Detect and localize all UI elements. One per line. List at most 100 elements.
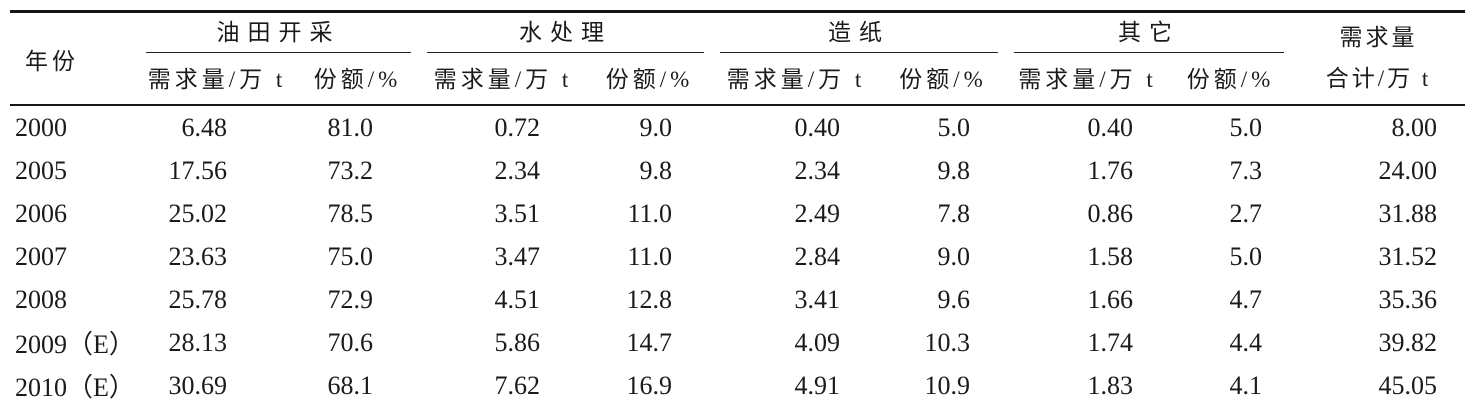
value-cell: 75.0: [327, 241, 374, 271]
value-cell: 0.72: [419, 104, 587, 149]
value-cell: 7.62: [494, 370, 541, 400]
value-cell: 2.7: [1229, 198, 1263, 228]
year-cell: 2006: [15, 198, 67, 228]
value-cell: 0.40: [712, 104, 880, 149]
value-cell: 5.0: [1229, 241, 1263, 271]
group-label-water-treatment: 水处理: [427, 13, 704, 53]
value-cell: 12.8: [626, 284, 673, 314]
value-cell: 9.8: [937, 155, 971, 185]
value-cell: 4.1: [1229, 370, 1263, 400]
year-cell: 2008: [15, 284, 67, 314]
value-cell: 11.0: [627, 241, 672, 271]
value-cell: 9.0: [937, 241, 971, 271]
table-row: 2000 6.48 81.0 0.72 9.0 0.40 5.0 0.40 5.…: [10, 104, 1465, 149]
value-cell: 39.82: [1378, 327, 1438, 357]
value-cell: 31.88: [1378, 198, 1438, 228]
value-cell: 78.5: [327, 198, 374, 228]
table-header: 年份 油田开采 水处理 造纸 其它 需求量 合计/万 t: [10, 12, 1465, 106]
value-cell: 72.9: [327, 284, 374, 314]
year-cell: 2010（E）: [15, 373, 135, 402]
value-cell: 0.86: [1087, 198, 1134, 228]
subheader-share-oilfield: 份额/%: [313, 67, 402, 92]
group-label-papermaking: 造纸: [720, 13, 998, 53]
value-cell: 35.36: [1378, 284, 1438, 314]
value-cell: 68.1: [327, 370, 374, 400]
total-header-line2: 合计/万 t: [1325, 65, 1432, 91]
value-cell: 23.63: [168, 241, 228, 271]
value-cell: 1.58: [1087, 241, 1134, 271]
value-cell: 30.69: [168, 370, 228, 400]
value-cell: 17.56: [168, 155, 228, 185]
value-cell: 5.0: [880, 104, 1006, 149]
year-column-header: 年份: [25, 48, 79, 74]
value-cell: 1.74: [1087, 327, 1134, 357]
value-cell: 9.8: [639, 155, 673, 185]
subheader-share-papermaking: 份额/%: [899, 67, 987, 92]
value-cell: 2.34: [794, 155, 841, 185]
group-header-row: 年份 油田开采 水处理 造纸 其它 需求量 合计/万 t: [10, 12, 1465, 91]
value-cell: 14.7: [626, 327, 673, 357]
year-cell: 2007: [15, 241, 67, 271]
value-cell: 0.40: [1006, 104, 1169, 149]
value-cell: 31.52: [1378, 241, 1438, 271]
subheader-demand-oilfield: 需求量/万 t: [147, 67, 287, 92]
subheader-demand-water-treatment: 需求量/万 t: [433, 67, 573, 92]
demand-table: 年份 油田开采 水处理 造纸 其它 需求量 合计/万 t: [10, 10, 1465, 405]
table-row: 2007 23.63 75.0 3.47 11.0 2.84 9.0 1.58 …: [10, 235, 1465, 278]
value-cell: 10.3: [924, 327, 971, 357]
value-cell: 11.0: [627, 198, 672, 228]
value-cell: 73.2: [327, 155, 374, 185]
value-cell: 8.00: [1292, 104, 1465, 149]
value-cell: 2.49: [794, 198, 841, 228]
value-cell: 6.48: [138, 104, 296, 149]
group-header-water-treatment: 水处理: [419, 12, 712, 53]
year-cell: 2000: [10, 104, 138, 149]
value-cell: 4.4: [1229, 327, 1263, 357]
subheader-demand-other: 需求量/万 t: [1018, 67, 1157, 92]
value-cell: 70.6: [327, 327, 374, 357]
value-cell: 1.66: [1087, 284, 1134, 314]
group-header-other: 其它: [1006, 12, 1292, 53]
subheader-share-water-treatment: 份额/%: [605, 67, 694, 92]
value-cell: 25.78: [168, 284, 228, 314]
value-cell: 4.09: [794, 327, 841, 357]
value-cell: 3.41: [794, 284, 841, 314]
value-cell: 3.47: [494, 241, 541, 271]
group-label-other: 其它: [1014, 13, 1284, 53]
value-cell: 4.91: [794, 370, 841, 400]
table-row: 2008 25.78 72.9 4.51 12.8 3.41 9.6 1.66 …: [10, 278, 1465, 321]
value-cell: 9.0: [587, 104, 712, 149]
value-cell: 81.0: [296, 104, 419, 149]
value-cell: 4.7: [1229, 284, 1263, 314]
value-cell: 10.9: [924, 370, 971, 400]
value-cell: 2.84: [794, 241, 841, 271]
table-row: 2010（E） 30.69 68.1 7.62 16.9 4.91 10.9 1…: [10, 364, 1465, 405]
value-cell: 7.3: [1229, 155, 1263, 185]
value-cell: 9.6: [937, 284, 971, 314]
subheader-share-other: 份额/%: [1186, 67, 1275, 92]
value-cell: 2.34: [494, 155, 541, 185]
value-cell: 5.86: [494, 327, 541, 357]
total-header-line1: 需求量: [1339, 25, 1418, 51]
table-row: 2005 17.56 73.2 2.34 9.8 2.34 9.8 1.76 7…: [10, 149, 1465, 192]
total-column-header: 需求量 合计/万 t: [1292, 12, 1465, 106]
value-cell: 3.51: [494, 198, 541, 228]
value-cell: 28.13: [168, 327, 228, 357]
value-cell: 5.0: [1169, 104, 1292, 149]
value-cell: 16.9: [626, 370, 673, 400]
table-body: 2000 6.48 81.0 0.72 9.0 0.40 5.0 0.40 5.…: [10, 104, 1465, 405]
value-cell: 1.76: [1087, 155, 1134, 185]
value-cell: 24.00: [1378, 155, 1438, 185]
value-cell: 45.05: [1378, 370, 1438, 400]
year-cell: 2009（E）: [15, 330, 135, 359]
subheader-row: 需求量/万 t 份额/% 需求量/万 t 份额/% 需求量/万 t 份额/% 需…: [10, 53, 1465, 105]
value-cell: 25.02: [168, 198, 228, 228]
subheader-demand-papermaking: 需求量/万 t: [726, 67, 866, 92]
value-cell: 1.83: [1087, 370, 1134, 400]
group-label-oilfield: 油田开采: [146, 13, 411, 53]
value-cell: 4.51: [494, 284, 541, 314]
table-row: 2009（E） 28.13 70.6 5.86 14.7 4.09 10.3 1…: [10, 321, 1465, 364]
table-row: 2006 25.02 78.5 3.51 11.0 2.49 7.8 0.86 …: [10, 192, 1465, 235]
group-header-papermaking: 造纸: [712, 12, 1006, 53]
